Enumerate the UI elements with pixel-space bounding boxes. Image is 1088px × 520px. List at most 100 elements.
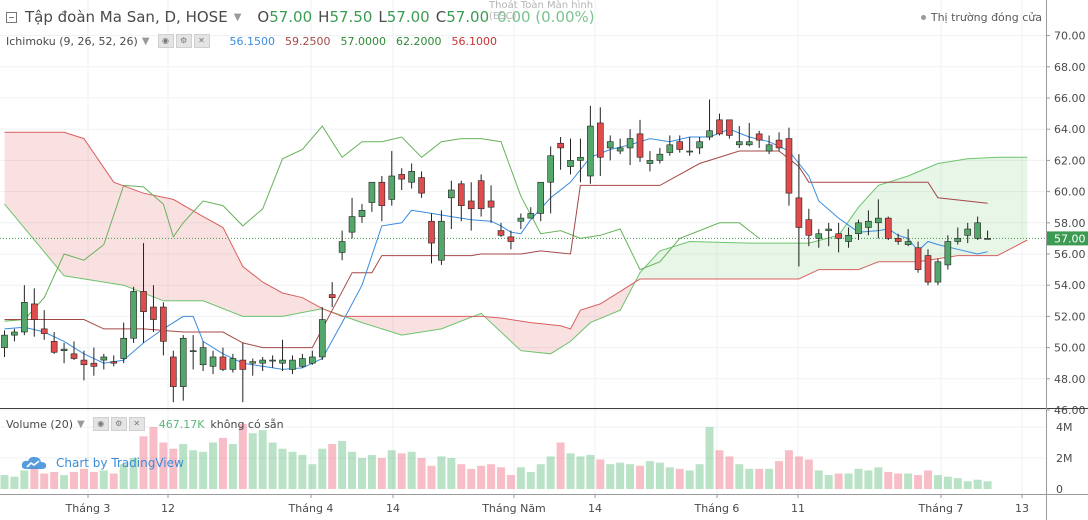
candle[interactable] [616,138,624,155]
candle[interactable] [596,107,604,176]
candle[interactable] [30,288,38,337]
candle[interactable] [984,230,991,240]
candle[interactable] [706,99,713,141]
candle[interactable] [388,151,396,206]
candle[interactable] [378,176,386,222]
candle[interactable] [189,335,197,370]
candle[interactable] [408,163,415,189]
candle[interactable] [646,151,654,172]
candle[interactable] [855,219,862,240]
candle[interactable] [557,137,564,170]
candle[interactable] [904,229,912,247]
candle[interactable] [537,181,545,222]
candle[interactable] [686,137,693,156]
candle[interactable] [944,235,952,270]
candle[interactable] [805,208,813,247]
candle[interactable] [676,135,684,153]
chevron-down-icon[interactable]: ▼ [77,418,85,430]
candle[interactable] [1,330,8,357]
candle[interactable] [815,229,823,248]
candle[interactable] [160,302,167,356]
candle[interactable] [11,328,18,342]
candle[interactable] [845,227,852,248]
candle[interactable] [765,135,773,155]
candle[interactable] [517,213,525,230]
candle[interactable] [795,154,803,267]
candle[interactable] [80,350,88,381]
candle[interactable] [567,138,574,175]
candle[interactable] [457,180,465,222]
candle[interactable] [90,347,98,376]
candle[interactable] [467,182,475,231]
chevron-down-icon[interactable]: ▼ [141,35,150,47]
candle[interactable] [964,222,972,244]
gear-icon[interactable]: ⚙ [110,417,127,431]
candle[interactable] [884,216,892,240]
candle[interactable] [775,132,783,152]
candle[interactable] [696,137,703,155]
candle[interactable] [100,353,108,370]
candle[interactable] [70,341,78,361]
candle[interactable] [755,130,763,148]
candle[interactable] [60,342,68,364]
candle[interactable] [745,122,753,147]
candle[interactable] [587,105,594,184]
candle[interactable] [279,339,286,371]
candle[interactable] [497,222,505,237]
candle[interactable] [716,113,723,136]
candle[interactable] [487,185,495,223]
close-icon[interactable]: ✕ [128,417,145,431]
close-icon[interactable]: ✕ [193,34,210,48]
candle[interactable] [606,135,614,161]
candle[interactable] [249,358,257,376]
candle[interactable] [626,129,634,166]
gear-icon[interactable]: ⚙ [175,34,192,48]
candle[interactable] [527,207,535,219]
candle[interactable] [338,230,346,261]
time-axis[interactable]: Tháng 3 12 Tháng 4 14 Tháng Năm 14 Tháng 6 11 Th… [65,494,1029,515]
candle[interactable] [438,210,445,265]
candle[interactable] [120,322,127,364]
candle[interactable] [318,307,326,361]
candle[interactable] [398,168,406,191]
candle[interactable] [40,310,48,340]
volume-label[interactable]: Volume (20) [6,417,73,431]
candle[interactable] [726,119,733,139]
candle[interactable] [914,241,922,273]
candle[interactable] [636,119,644,162]
candle[interactable] [348,197,356,239]
eye-icon[interactable]: ◉ [157,34,174,48]
chevron-down-icon[interactable]: ▼ [233,11,242,23]
collapse-square-icon[interactable] [6,11,17,23]
candle[interactable] [209,350,217,375]
candle[interactable] [448,180,455,230]
candle[interactable] [547,146,554,214]
ichimoku-label[interactable]: Ichimoku (9, 26, 52, 26) [6,34,138,48]
candle[interactable] [825,222,832,247]
candle[interactable] [199,341,207,371]
candle[interactable] [656,147,664,164]
candle[interactable] [835,222,842,253]
eye-icon[interactable]: ◉ [92,417,109,431]
candle[interactable] [577,138,584,183]
candle[interactable] [140,243,147,343]
candle[interactable] [50,332,58,354]
candle[interactable] [875,199,882,239]
candle[interactable] [110,355,118,367]
candle[interactable] [239,342,247,403]
candle[interactable] [150,285,157,332]
candle[interactable] [289,355,296,375]
candle[interactable] [328,282,336,308]
candle[interactable] [418,171,425,198]
candle[interactable] [368,181,376,212]
candle[interactable] [309,350,316,365]
candle[interactable] [736,126,743,148]
candle[interactable] [269,355,276,368]
candle[interactable] [974,216,981,240]
candle[interactable] [666,135,674,156]
candle[interactable] [924,249,932,286]
candle[interactable] [358,204,366,223]
candle[interactable] [130,286,137,343]
candle[interactable] [299,353,306,368]
candle[interactable] [170,350,177,403]
